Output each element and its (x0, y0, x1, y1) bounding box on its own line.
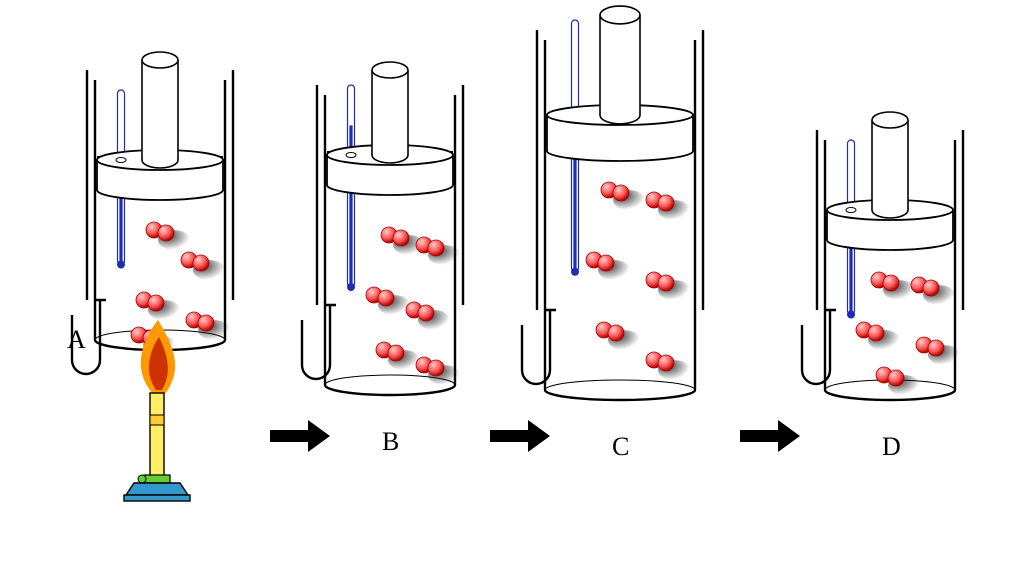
label-B: B (382, 427, 399, 456)
arrow (740, 420, 800, 452)
cylinder-C: C (522, 6, 703, 461)
label-C: C (612, 432, 629, 461)
physics-diagram: A B C D (0, 0, 1024, 581)
arrow (270, 420, 330, 452)
cylinder-D: D (802, 112, 963, 461)
cylinder-A: A (67, 52, 233, 501)
arrow (490, 420, 550, 452)
label-A: A (67, 325, 86, 354)
cylinder-B: B (302, 62, 463, 456)
label-D: D (882, 432, 901, 461)
